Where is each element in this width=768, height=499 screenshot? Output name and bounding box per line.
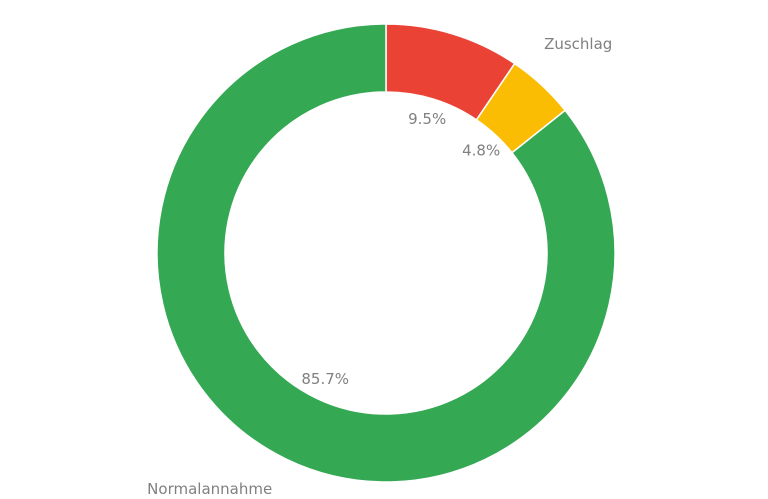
slice-percent-label: 4.8% xyxy=(462,141,500,159)
donut-slice-normalannahme xyxy=(156,23,616,483)
slice-percent-label: 9.5% xyxy=(408,110,446,128)
slice-category-label: Zuschlag xyxy=(544,35,612,53)
donut-slices xyxy=(156,23,616,483)
slice-percent-label: 85.7% xyxy=(301,370,349,388)
slice-category-label: Normalannahme xyxy=(147,480,272,498)
donut-labels: 9.5%Manuelle Risikoprüfung4.8%Zuschlag85… xyxy=(147,35,612,498)
